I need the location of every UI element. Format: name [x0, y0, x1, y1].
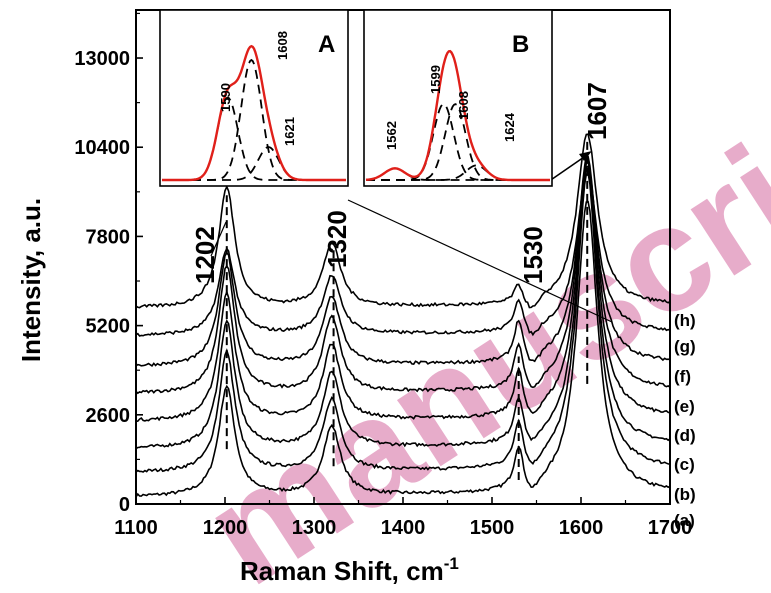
x-tick-label: 1600: [559, 517, 604, 539]
peak-label-1530: 1530: [518, 226, 548, 284]
y-tick-label: 13000: [74, 48, 130, 70]
x-tick-label: 1300: [292, 517, 337, 539]
inset-a-title: A: [318, 31, 335, 58]
series-label-a: (a): [674, 511, 695, 530]
series-label-d: (d): [674, 426, 696, 445]
inset-a: A 1590 1608 1621: [159, 9, 349, 187]
series-label-c: (c): [674, 455, 695, 474]
inset-a-peak-1608: 1608: [275, 31, 290, 60]
series-labels: (h) (g) (f) (e) (d) (c) (b) (a): [674, 311, 696, 530]
inset-b-title: B: [512, 31, 529, 58]
inset-a-connector: [347, 199, 613, 323]
series-label-b: (b): [674, 485, 696, 504]
inset-b-frame: [363, 9, 553, 187]
x-tick-label: 1200: [203, 517, 248, 539]
label-1202-connector: [210, 221, 227, 257]
inset-a-frame: [159, 9, 349, 187]
inset-a-peak-1590: 1590: [218, 83, 233, 112]
y-tick-label: 10400: [74, 137, 130, 159]
inset-a-curves: [162, 44, 346, 182]
inset-b-peak-1599: 1599: [428, 65, 443, 94]
x-tick-label: 1700: [648, 517, 693, 539]
x-axis-ticks: 1100 1200 1300 1400 1500 1600 1700: [114, 497, 692, 539]
spectrum-line-g: [135, 167, 671, 337]
x-axis-title: Raman Shift, cm-1: [240, 554, 459, 586]
spectrum-line-a: [135, 200, 671, 498]
inset-b-curves: [365, 49, 550, 182]
y-tick-label: 0: [119, 494, 130, 516]
inset-b: B 1562 1599 1608 1624: [363, 9, 553, 187]
series-label-h: (h): [674, 311, 696, 330]
spectrum-line-c: [135, 165, 671, 450]
inset-b-arrow-head: [579, 151, 592, 161]
y-tick-label: 2600: [86, 405, 131, 427]
inset-component-curve: [366, 164, 550, 181]
inset-b-peak-1624: 1624: [502, 112, 517, 142]
y-tick-label: 5200: [86, 316, 131, 338]
spectrum-line-h: [135, 133, 671, 309]
y-tick-label: 7800: [86, 226, 131, 248]
inset-a-peak-1621: 1621: [282, 117, 297, 146]
inset-b-peak-1562: 1562: [384, 121, 399, 150]
y-axis-title: Intensity, a.u.: [16, 198, 46, 362]
series-label-e: (e): [674, 397, 695, 416]
series-label-f: (f): [674, 367, 691, 386]
x-tick-label: 1500: [470, 517, 515, 539]
spectra-curves: [135, 133, 671, 498]
y-axis-ticks: 0 2600 5200 7800 10400 13000: [74, 12, 143, 516]
inset-envelope-curve: [162, 44, 346, 182]
peak-label-1607: 1607: [582, 82, 612, 140]
x-tick-label: 1100: [114, 517, 157, 539]
x-tick-label: 1400: [381, 517, 426, 539]
peak-label-1202: 1202: [190, 226, 220, 284]
peak-marker-lines: [225, 140, 589, 480]
peak-label-1320: 1320: [322, 210, 352, 268]
series-label-g: (g): [674, 337, 696, 356]
inset-envelope-curve: [365, 49, 550, 182]
inset-b-peak-1608: 1608: [456, 91, 471, 120]
